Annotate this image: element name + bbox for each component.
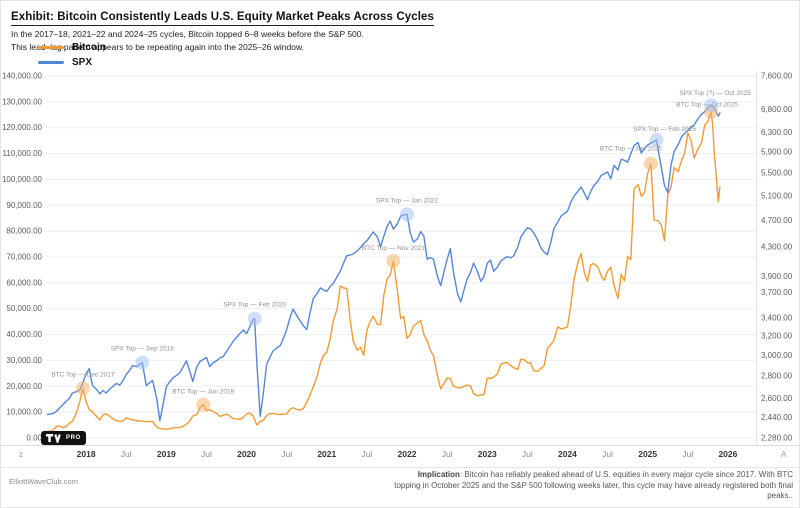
right-axis-tick: 4,300.00 — [761, 243, 793, 252]
annotation-label: BTC Top — Jun 2019 — [172, 389, 234, 396]
implication-label: Implication — [417, 470, 460, 479]
cycle-top-marker — [643, 156, 658, 171]
left-axis-tick: 130,000.00 — [2, 97, 43, 106]
x-axis-tick-month[interactable]: Jul — [442, 449, 453, 459]
right-axis-tick: 2,440.00 — [761, 413, 793, 422]
left-axis-tick: 60,000.00 — [6, 278, 42, 287]
annotation-label: SPX Top — Jan 2022 — [376, 197, 438, 204]
right-axis-tick: 6,300.00 — [761, 128, 793, 137]
cycle-top-marker — [135, 355, 150, 370]
cycle-top-marker — [196, 397, 211, 412]
right-axis-tick: 7,600.00 — [761, 72, 793, 81]
legend-item-bitcoin: Bitcoin — [38, 40, 106, 55]
cycle-top-marker — [75, 381, 90, 396]
right-axis-tick: 3,400.00 — [761, 313, 793, 322]
page-title: Exhibit: Bitcoin Consistently Leads U.S.… — [11, 11, 435, 26]
annotation-label: BTC Top — Dec 2017 — [51, 371, 114, 378]
tradingview-logo[interactable]: PRO — [41, 431, 86, 445]
legend-item-spx: SPX — [38, 55, 106, 70]
x-axis-tick-year[interactable]: 2025 — [638, 449, 657, 459]
x-axis-tick-year[interactable]: 2026 — [718, 449, 737, 459]
implication-note: Implication: Bitcoin has reliably peaked… — [393, 470, 793, 502]
left-axis-tick: 50,000.00 — [6, 304, 42, 313]
x-axis-tick-year[interactable]: 2024 — [558, 449, 577, 459]
spx-series-line — [46, 104, 721, 422]
x-axis-tick-month[interactable]: Jul — [602, 449, 613, 459]
x-axis-tick-month[interactable]: Jul — [201, 449, 212, 459]
x-axis-tick-year[interactable]: 2019 — [157, 449, 176, 459]
annotation-label: SPX Top — Feb 2025 — [633, 126, 696, 133]
right-axis-tick: 5,900.00 — [761, 148, 793, 157]
left-axis-tick: 120,000.00 — [2, 123, 43, 132]
cycle-top-marker — [400, 207, 415, 222]
x-axis-tick-month[interactable]: Jul — [522, 449, 533, 459]
cycle-top-marker — [649, 132, 664, 147]
x-axis-tick-month[interactable]: Jul — [281, 449, 292, 459]
axis-corner-label-right[interactable]: A — [781, 450, 787, 459]
axis-corner-label-left[interactable]: z — [19, 450, 23, 459]
right-axis-tick: 6,800.00 — [761, 105, 793, 114]
right-axis-tick: 2,280.00 — [761, 434, 793, 443]
bitcoin-line-swatch — [38, 46, 64, 49]
header: Exhibit: Bitcoin Consistently Leads U.S.… — [11, 7, 435, 53]
x-axis-tick-month[interactable]: Jul — [682, 449, 693, 459]
left-axis-tick: 100,000.00 — [2, 175, 43, 184]
x-axis-tick-year[interactable]: 2022 — [398, 449, 417, 459]
x-axis-tick-year[interactable]: 2021 — [317, 449, 336, 459]
right-axis-tick: 3,200.00 — [761, 332, 793, 341]
subtitle-line-1: In the 2017–18, 2021–22 and 2024–25 cycl… — [11, 28, 364, 39]
bitcoin-series-line — [46, 111, 721, 432]
left-axis-tick: 70,000.00 — [6, 253, 42, 262]
left-axis-tick: 0.00 — [26, 434, 42, 443]
right-axis-tick: 4,700.00 — [761, 216, 793, 225]
annotation-label: BTC Top — Jan 2025 — [600, 146, 662, 153]
left-axis-tick: 90,000.00 — [6, 201, 42, 210]
left-axis-tick: 140,000.00 — [2, 72, 43, 81]
footer-divider — [1, 467, 799, 468]
legend-label-bitcoin: Bitcoin — [72, 42, 106, 53]
right-axis-tick: 2,800.00 — [761, 372, 793, 381]
spx-line-swatch — [38, 61, 64, 64]
right-axis-tick: 5,500.00 — [761, 169, 793, 178]
tradingview-pro-badge: PRO — [66, 435, 81, 441]
left-axis-tick: 20,000.00 — [6, 382, 42, 391]
left-axis-tick: 40,000.00 — [6, 330, 42, 339]
right-axis-tick: 3,900.00 — [761, 272, 793, 281]
tradingview-icon — [46, 433, 61, 443]
x-axis-tick-month[interactable]: Jul — [121, 449, 132, 459]
annotation-label: SPX Top — Feb 2020 — [223, 302, 286, 309]
cycle-top-marker — [704, 98, 719, 113]
x-axis-tick-year[interactable]: 2018 — [77, 449, 96, 459]
right-axis-tick: 5,100.00 — [761, 191, 793, 200]
x-axis-tick-year[interactable]: 2020 — [237, 449, 256, 459]
left-axis-tick: 10,000.00 — [6, 408, 42, 417]
cycle-top-marker — [386, 253, 401, 268]
annotation-label: SPX Top — Sep 2018 — [111, 346, 175, 353]
annotation-label: BTC Top — Nov 2021 — [362, 245, 425, 252]
left-axis-tick: 110,000.00 — [3, 149, 43, 158]
annotation-label: SPX Top (?) — Oct 2025 — [679, 90, 751, 97]
chart-legend: Bitcoin SPX — [38, 40, 106, 70]
legend-label-spx: SPX — [72, 57, 93, 68]
right-axis-tick: 3,700.00 — [761, 288, 793, 297]
right-axis-tick: 2,600.00 — [761, 394, 793, 403]
cycle-top-marker — [247, 311, 262, 326]
x-axis-tick-year[interactable]: 2023 — [478, 449, 497, 459]
x-axis-tick-month[interactable]: Jul — [361, 449, 372, 459]
left-axis-tick: 30,000.00 — [6, 356, 42, 365]
right-axis-tick: 3,000.00 — [761, 351, 793, 360]
implication-text: : Bitcoin has reliably peaked ahead of U… — [394, 470, 793, 501]
subtitle-line-2: This lead–lag pattern appears to be repe… — [11, 42, 304, 53]
left-axis-tick: 80,000.00 — [6, 227, 42, 236]
source-link[interactable]: ElliottWaveClub.com — [9, 477, 78, 486]
